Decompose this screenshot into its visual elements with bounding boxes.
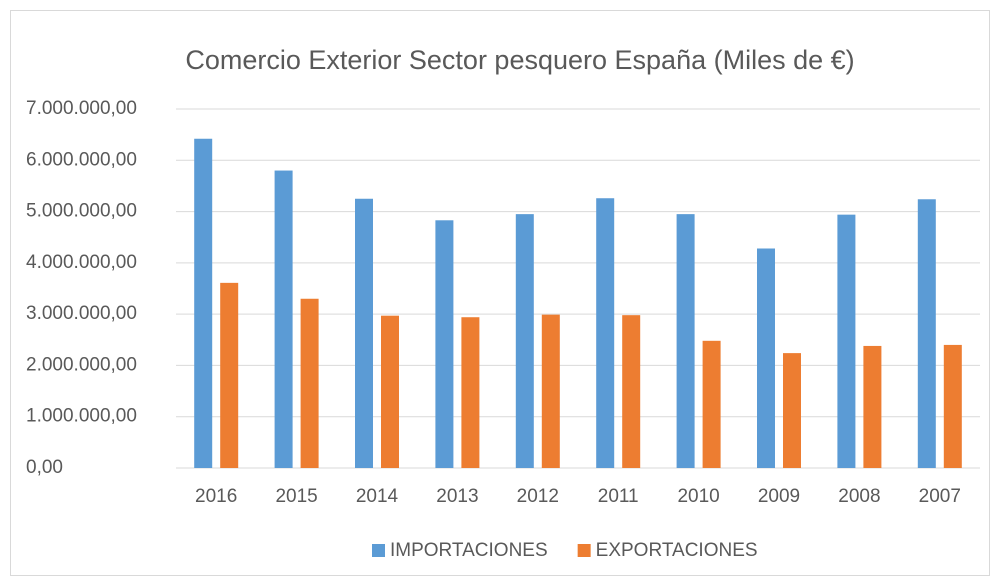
bar [783, 353, 801, 468]
bar [676, 214, 695, 468]
bar [220, 282, 239, 468]
bar [435, 220, 454, 468]
x-tick-label: 2007 [919, 486, 961, 507]
legend-label: EXPORTACIONES [596, 540, 758, 561]
x-tick-label: 2016 [195, 486, 237, 507]
bar [702, 340, 721, 468]
x-tick-label: 2013 [436, 486, 478, 507]
bar [757, 248, 775, 468]
x-tick-label: 2008 [838, 486, 880, 507]
x-tick-label: 2012 [517, 486, 559, 507]
legend-swatch [577, 544, 591, 557]
x-tick-label: 2010 [677, 486, 719, 507]
bar [515, 214, 534, 468]
bar [355, 198, 373, 468]
y-tick-label: 5.000.000,00 [26, 201, 137, 222]
chart-title: Comercio Exterior Sector pesquero España… [185, 45, 854, 75]
bar [381, 315, 399, 468]
bar [837, 214, 856, 468]
bar [274, 170, 293, 469]
chart-border [10, 10, 990, 576]
x-tick-label: 2015 [275, 486, 317, 507]
bar [863, 345, 882, 468]
bar [622, 315, 641, 468]
y-tick-label: 3.000.000,00 [26, 303, 137, 324]
bar [194, 138, 213, 468]
bar [917, 199, 936, 468]
y-tick-label: 7.000.000,00 [26, 98, 137, 119]
x-tick-label: 2014 [356, 486, 399, 507]
y-tick-label: 1.000.000,00 [26, 406, 137, 427]
bar [300, 298, 319, 468]
bar [943, 344, 962, 468]
y-tick-label: 0,00 [26, 457, 63, 478]
bar [461, 317, 480, 468]
bar [596, 198, 615, 469]
legend-swatch [372, 544, 385, 557]
y-tick-label: 4.000.000,00 [26, 252, 137, 273]
legend-label: IMPORTACIONES [390, 540, 548, 561]
x-tick-label: 2011 [598, 486, 639, 507]
bar [541, 314, 560, 468]
y-tick-label: 2.000.000,00 [26, 354, 137, 375]
x-tick-label: 2009 [758, 486, 800, 507]
y-tick-label: 6.000.000,00 [26, 149, 137, 170]
